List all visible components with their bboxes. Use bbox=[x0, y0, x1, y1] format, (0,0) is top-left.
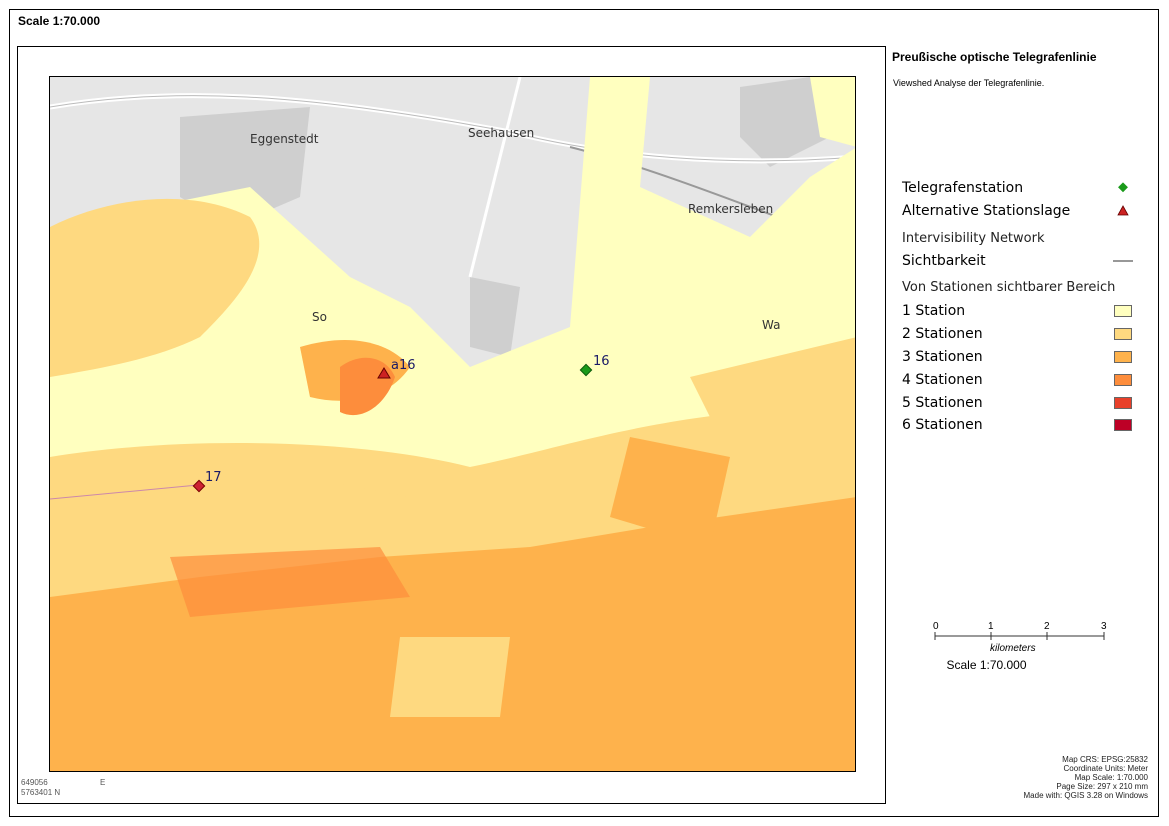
place-label: Seehausen bbox=[468, 126, 534, 140]
station-label: a16 bbox=[391, 358, 416, 373]
meta-line: Page Size: 297 x 210 mm bbox=[1056, 782, 1148, 791]
legend-item-viewshed: 1 Station bbox=[902, 301, 1134, 321]
meta-line: Map CRS: EPSG:25832 bbox=[1062, 755, 1148, 764]
scale-caption: Scale 1:70.000 bbox=[946, 658, 1027, 672]
scale-tick: 1 bbox=[988, 621, 994, 632]
legend-group-viewshed: Von Stationen sichtbarer Bereich bbox=[902, 280, 1116, 295]
green-diamond-icon bbox=[579, 363, 593, 377]
legend-label: Alternative Stationslage bbox=[902, 203, 1071, 219]
legend-item-viewshed: 6 Stationen bbox=[902, 415, 1134, 435]
legend-item-viewshed: 5 Stationen bbox=[902, 393, 1134, 413]
legend-label: 1 Station bbox=[902, 303, 966, 319]
easting-coordinate: 649056 bbox=[21, 778, 48, 787]
legend-swatch bbox=[1114, 374, 1132, 386]
meta-line: Map Scale: 1:70.000 bbox=[1074, 773, 1148, 782]
meta-line: Made with: QGIS 3.28 on Windows bbox=[1023, 791, 1149, 800]
red-triangle-icon bbox=[377, 367, 391, 379]
line-icon bbox=[1112, 254, 1134, 268]
basemap-road-outline bbox=[50, 95, 855, 162]
legend-item-alternative-stationslage: Alternative Stationslage bbox=[902, 201, 1134, 221]
viewshed-3-stations bbox=[50, 497, 855, 771]
map-frame bbox=[17, 46, 886, 804]
basemap-road bbox=[468, 77, 522, 278]
place-label: Eggenstedt bbox=[250, 132, 319, 146]
intervisibility-line bbox=[50, 484, 199, 500]
legend-label: Sichtbarkeit bbox=[902, 253, 986, 269]
map-metadata: Map CRS: EPSG:25832 Coordinate Units: Me… bbox=[1000, 755, 1149, 800]
place-label: Wa bbox=[762, 318, 780, 332]
viewshed-2-stations bbox=[280, 477, 410, 547]
map-canvas[interactable]: Eggenstedt Seehausen Remkersleben Wa So … bbox=[49, 76, 856, 772]
map-svg: Eggenstedt Seehausen Remkersleben Wa So … bbox=[50, 77, 855, 771]
station-17[interactable]: 17 bbox=[192, 470, 222, 493]
legend-item-sichtbarkeit: Sichtbarkeit bbox=[902, 251, 1134, 271]
station-label: 16 bbox=[593, 354, 610, 369]
red-triangle-icon bbox=[1112, 204, 1134, 218]
station-16[interactable]: 16 bbox=[579, 354, 610, 377]
legend-item-viewshed: 4 Stationen bbox=[902, 370, 1134, 390]
northing-coordinate: 5763401 N bbox=[21, 788, 61, 797]
legend-swatch bbox=[1114, 305, 1132, 317]
station-label: 17 bbox=[205, 470, 222, 485]
legend-swatch bbox=[1114, 328, 1132, 340]
header-scale: Scale 1:70.000 bbox=[18, 14, 101, 28]
page-frame bbox=[9, 9, 1159, 817]
viewshed-2-stations bbox=[390, 637, 510, 717]
legend-label: 3 Stationen bbox=[902, 349, 983, 365]
scale-unit: kilometers bbox=[990, 643, 1036, 654]
legend-item-telegrafenstation: Telegrafenstation bbox=[902, 178, 1134, 198]
easting-suffix: E bbox=[100, 778, 106, 787]
station-a16[interactable]: a16 bbox=[377, 358, 416, 379]
legend-label: Telegrafenstation bbox=[902, 180, 1024, 196]
green-diamond-icon bbox=[1112, 181, 1134, 195]
legend-group-network: Intervisibility Network bbox=[902, 231, 1045, 246]
map-subtitle: Viewshed Analyse der Telegrafenlinie. bbox=[893, 78, 1045, 88]
legend-item-viewshed: 3 Stationen bbox=[902, 347, 1134, 367]
legend-swatch bbox=[1114, 397, 1132, 409]
legend-swatch bbox=[1114, 351, 1132, 363]
map-title: Preußische optische Telegrafenlinie bbox=[892, 50, 1097, 64]
basemap-forest bbox=[470, 277, 520, 357]
legend-label: 2 Stationen bbox=[902, 326, 983, 342]
scale-bar: 0 1 2 3 kilometers bbox=[930, 618, 1120, 658]
legend-label: 6 Stationen bbox=[902, 417, 983, 433]
legend-label: 5 Stationen bbox=[902, 395, 983, 411]
legend-label: 4 Stationen bbox=[902, 372, 983, 388]
basemap-forest bbox=[740, 77, 830, 167]
viewshed-3-stations bbox=[610, 437, 730, 547]
red-diamond-icon bbox=[192, 479, 206, 493]
viewshed-1-station bbox=[810, 77, 855, 147]
viewshed-2-stations bbox=[50, 198, 260, 377]
scale-tick: 0 bbox=[933, 621, 939, 632]
place-label: Remkersleben bbox=[688, 202, 773, 216]
viewshed-2-stations bbox=[690, 337, 855, 417]
scale-tick: 2 bbox=[1044, 621, 1050, 632]
scale-tick: 3 bbox=[1101, 621, 1107, 632]
place-label: So bbox=[312, 310, 327, 324]
legend-swatch bbox=[1114, 419, 1132, 431]
legend-item-viewshed: 2 Stationen bbox=[902, 324, 1134, 344]
viewshed-4-stations bbox=[170, 547, 410, 617]
meta-line: Coordinate Units: Meter bbox=[1063, 764, 1148, 773]
